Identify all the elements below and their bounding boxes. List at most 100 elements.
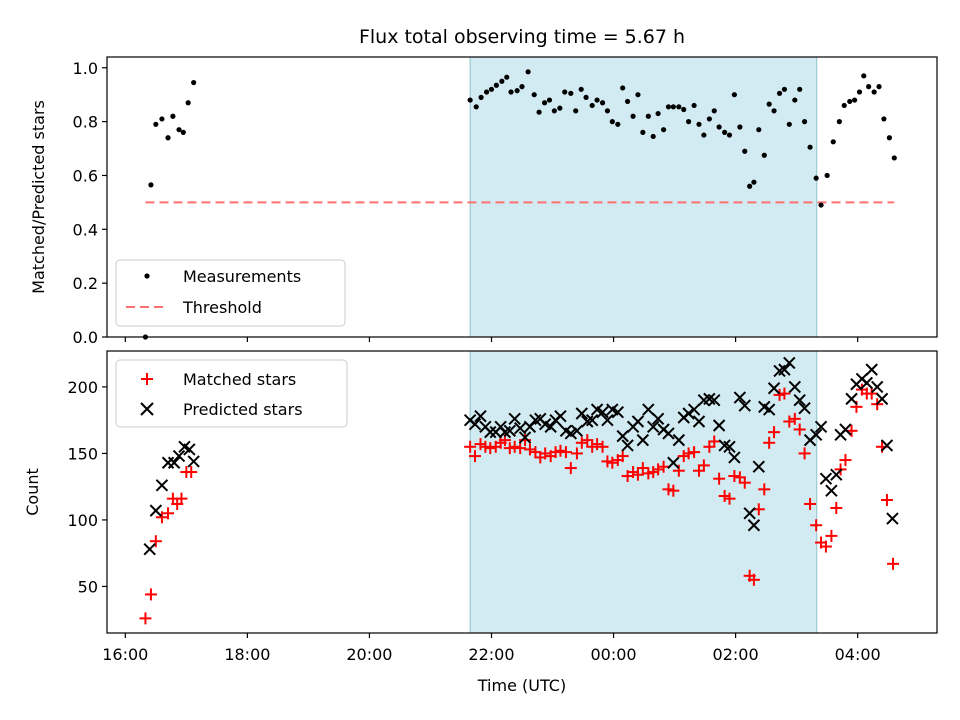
top-ytick-label: 0.4 bbox=[73, 220, 98, 239]
predicted-star-point bbox=[886, 512, 899, 525]
matched-star-point bbox=[682, 447, 695, 460]
matched-star-point bbox=[570, 447, 583, 460]
measurement-point bbox=[536, 109, 542, 115]
measurement-point bbox=[722, 129, 728, 135]
predicted-star-point bbox=[143, 542, 156, 556]
measurement-point bbox=[645, 113, 651, 119]
matched-star-point bbox=[728, 470, 741, 483]
measurement-point bbox=[866, 84, 872, 90]
matched-star-point bbox=[575, 436, 588, 449]
measurement-point bbox=[624, 98, 631, 105]
matched-star-point bbox=[554, 444, 567, 457]
matched-star-point bbox=[514, 442, 527, 455]
top-y-axis: 0.0 0.2 0.4 0.6 0.8 1.0 bbox=[73, 59, 107, 347]
measurement-point bbox=[813, 175, 819, 181]
predicted-star-point bbox=[167, 456, 181, 469]
matched-star-point bbox=[508, 440, 521, 453]
matched-star-point bbox=[887, 557, 900, 570]
top-panel: 0.0 0.2 0.4 0.6 0.8 1.0 Matched/Predicted sta… bbox=[29, 56, 938, 347]
top-y-axis-label: Matched/Predicted stars bbox=[29, 100, 48, 294]
predicted-star-point bbox=[662, 427, 675, 440]
measurement-point bbox=[756, 127, 762, 133]
predicted-star-point bbox=[814, 420, 828, 434]
predicted-star-point bbox=[767, 382, 781, 395]
measurement-point bbox=[499, 78, 505, 84]
top-shaded-span bbox=[469, 56, 818, 338]
matched-star-point bbox=[464, 440, 477, 453]
measurement-point bbox=[716, 124, 722, 130]
predicted-star-point bbox=[783, 356, 796, 370]
measurement-point bbox=[191, 79, 197, 86]
measurement-point bbox=[630, 113, 636, 119]
measurement-point bbox=[841, 102, 847, 109]
matched-star-point bbox=[657, 460, 670, 473]
xtick-label: 04:00 bbox=[835, 645, 881, 664]
matched-star-point bbox=[581, 434, 594, 447]
predicted-star-point bbox=[667, 456, 680, 469]
measurement-point bbox=[557, 105, 563, 111]
measurement-points bbox=[142, 69, 897, 340]
xtick-label: 20:00 bbox=[346, 645, 392, 664]
matched-star-point bbox=[564, 462, 577, 475]
measurement-point bbox=[766, 101, 772, 107]
measurement-point bbox=[824, 172, 830, 179]
matched-star-point bbox=[697, 459, 710, 472]
measurement-point bbox=[886, 135, 892, 141]
predicted-star-point bbox=[503, 424, 517, 438]
predicted-star-point bbox=[621, 439, 634, 452]
predicted-star-point bbox=[601, 413, 614, 427]
measurement-point bbox=[701, 132, 707, 138]
measurement-point bbox=[578, 86, 584, 92]
measurement-point bbox=[568, 90, 574, 96]
predicted-star-point bbox=[819, 472, 833, 485]
matched-star-point bbox=[149, 535, 162, 548]
predicted-star-point bbox=[778, 363, 791, 376]
measurement-point bbox=[681, 106, 687, 113]
predicted-star-point bbox=[747, 519, 761, 532]
measurement-point bbox=[473, 104, 479, 110]
measurement-point bbox=[599, 100, 606, 106]
matched-star-point bbox=[768, 426, 781, 439]
top-ytick-label: 0.0 bbox=[73, 328, 98, 347]
matched-star-point bbox=[631, 468, 644, 481]
measurement-point bbox=[861, 73, 867, 79]
matched-star-point bbox=[763, 436, 776, 449]
measurement-point bbox=[541, 100, 548, 106]
predicted-star-point bbox=[743, 507, 756, 520]
bottom-ytick-label: 50 bbox=[78, 577, 98, 596]
predicted-star-point bbox=[554, 409, 567, 423]
predicted-star-point bbox=[830, 468, 843, 481]
predicted-star-point bbox=[798, 401, 811, 415]
measurement-point bbox=[180, 129, 186, 135]
predicted-star-point bbox=[636, 433, 650, 447]
chart-title: Flux total observing time = 5.67 h bbox=[359, 26, 685, 48]
xtick-label: 00:00 bbox=[590, 645, 636, 664]
measurement-point bbox=[525, 69, 531, 75]
measurement-point bbox=[467, 97, 473, 103]
predicted-star-point bbox=[172, 449, 186, 463]
measurement-point bbox=[488, 86, 495, 92]
xtick-label: 16:00 bbox=[102, 645, 148, 664]
matched-star-point bbox=[144, 588, 157, 601]
measurement-point bbox=[742, 148, 748, 154]
measurement-point bbox=[676, 104, 682, 110]
predicted-star-point bbox=[647, 420, 660, 434]
bottom-panel: 50 100 150 200 16:00 18:00 20:00 22:00 00:00 02:… bbox=[23, 350, 938, 695]
matched-star-point bbox=[175, 492, 188, 505]
measurement-point bbox=[640, 129, 646, 135]
predicted-star-point bbox=[564, 427, 578, 440]
matched-star-point bbox=[825, 529, 838, 542]
measurement-point bbox=[153, 121, 159, 127]
measurement-point bbox=[852, 97, 858, 103]
matched-star-point bbox=[810, 519, 823, 532]
predicted-star-point bbox=[611, 405, 625, 419]
legend-matched-label: Matched stars bbox=[183, 370, 296, 389]
bottom-y-axis: 50 100 150 200 bbox=[67, 378, 107, 596]
predicted-star-point bbox=[875, 392, 889, 406]
measurement-point bbox=[726, 132, 733, 138]
predicted-star-point bbox=[161, 456, 175, 469]
bottom-x-axis: 16:00 18:00 20:00 22:00 00:00 02:00 04:00 bbox=[102, 633, 881, 664]
predicted-star-point bbox=[845, 392, 858, 406]
measurement-point bbox=[781, 86, 788, 92]
matched-star-point bbox=[688, 446, 701, 459]
